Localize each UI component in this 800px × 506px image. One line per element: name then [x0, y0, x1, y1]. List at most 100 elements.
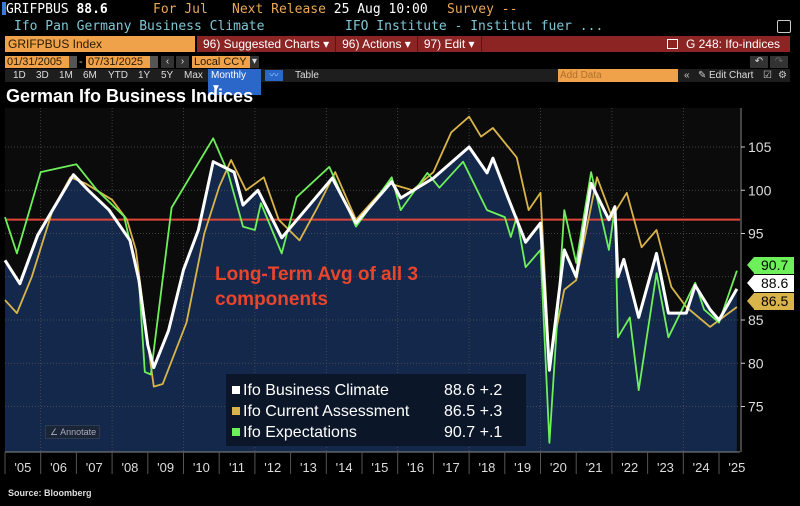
long-term-avg-annotation: Long-Term Avg of all 3 components: [215, 264, 419, 310]
security-input[interactable]: GRIFPBUS Index: [5, 36, 195, 52]
period-5y[interactable]: 5Y: [161, 70, 174, 81]
prev-period-button[interactable]: ‹: [161, 56, 174, 68]
period-bar: 1D 3D 1M 6M YTD 1Y 5Y Max Monthly ▼ 〰 Ta…: [5, 69, 790, 95]
next-release-date: 25 Aug 10:00: [333, 2, 428, 17]
x-tick-label: '07: [86, 460, 103, 475]
x-tick-label: '11: [229, 460, 245, 475]
x-tick-label: '19: [514, 460, 531, 475]
actions-menu[interactable]: 96) Actions ▾: [336, 36, 418, 52]
legend-swatch: [232, 407, 240, 415]
y-tick-label: 80: [748, 355, 764, 371]
function-bar: 96) Suggested Charts ▾ 96) Actions ▾ 97)…: [197, 36, 790, 52]
redo-icon[interactable]: ↷: [770, 56, 788, 68]
add-data-input[interactable]: Add Data: [558, 69, 678, 82]
period-3d[interactable]: 3D: [36, 70, 49, 81]
y-tick-label: 75: [748, 399, 764, 415]
series-line-ifo-current-assessment: [4, 115, 738, 388]
end-calendar-icon[interactable]: [150, 56, 158, 68]
currency-select[interactable]: Local CCY: [192, 56, 250, 68]
x-tick-label: '10: [193, 460, 210, 475]
currency-dropdown-icon[interactable]: ▾: [250, 56, 259, 68]
x-tick-label: '09: [157, 460, 174, 475]
legend-value: 90.7 +.1: [444, 424, 503, 441]
expand-window-icon[interactable]: [777, 20, 791, 33]
legend-label: Ifo Business Climate: [243, 382, 389, 399]
x-tick-label: '21: [586, 460, 603, 475]
next-period-button[interactable]: ›: [176, 56, 189, 68]
next-release-label: Next Release: [232, 2, 326, 17]
legend-label: Ifo Expectations: [243, 424, 357, 441]
ticker: GRIFPBUS: [6, 2, 69, 17]
legend-value: 88.6 +.2: [444, 382, 503, 399]
start-calendar-icon[interactable]: [69, 56, 77, 68]
settings-gear-icon[interactable]: ⚙: [778, 70, 787, 81]
annotate-button[interactable]: ∠ Annotate: [45, 425, 100, 439]
period-ytd[interactable]: YTD: [108, 70, 128, 81]
series-line-ifo-business-climate: [3, 145, 739, 372]
line-chart-icon[interactable]: 〰: [265, 70, 283, 81]
period-1d[interactable]: 1D: [13, 70, 26, 81]
period-6m[interactable]: 6M: [83, 70, 97, 81]
legend-item-current-assessment: Ifo Current Assessment 86.5 +.3: [232, 402, 522, 422]
cursor-marker: [2, 2, 6, 15]
chart-id: G 248: Ifo-indices: [685, 37, 780, 51]
annotate-pencil-icon: ∠: [50, 427, 59, 437]
survey: Survey --: [447, 2, 518, 17]
chart-title: German Ifo Business Indices: [6, 86, 254, 106]
x-tick-label: '24: [693, 460, 710, 475]
last-value-tag-business-climate: 88.6: [747, 275, 794, 292]
suggested-charts-menu[interactable]: 96) Suggested Charts ▾: [197, 36, 337, 52]
pencil-icon: ✎: [698, 70, 707, 81]
legend-item-business-climate: Ifo Business Climate 88.6 +.2: [232, 381, 522, 401]
x-tick-label: '17: [443, 460, 460, 475]
y-tick-label: 100: [748, 182, 772, 198]
y-tick-label: 85: [748, 312, 764, 328]
x-tick-label: '23: [657, 460, 674, 475]
x-tick-label: '13: [300, 460, 317, 475]
edit-menu[interactable]: 97) Edit ▾: [418, 36, 482, 52]
legend: Ifo Business Climate 88.6 +.2 Ifo Current…: [226, 374, 526, 446]
legend-item-expectations: Ifo Expectations 90.7 +.1: [232, 423, 522, 443]
x-tick-label: '08: [121, 460, 138, 475]
period: For Jul: [153, 2, 208, 17]
edit-chart-button[interactable]: Edit Chart: [709, 70, 754, 81]
x-tick-label: '14: [336, 460, 353, 475]
legend-swatch: [232, 386, 240, 394]
date-separator: -: [79, 56, 83, 68]
table-toggle[interactable]: Table: [295, 70, 319, 81]
collapse-icon[interactable]: «: [684, 70, 690, 81]
x-tick-label: '06: [50, 460, 67, 475]
x-tick-label: '20: [550, 460, 567, 475]
x-tick-label: '15: [371, 460, 388, 475]
x-tick-label: '16: [407, 460, 424, 475]
period-1y[interactable]: 1Y: [138, 70, 151, 81]
end-date-input[interactable]: 07/31/2025: [86, 56, 150, 68]
undo-icon[interactable]: ↶: [750, 56, 768, 68]
period-max[interactable]: Max: [184, 70, 203, 81]
frequency-select[interactable]: Monthly ▼: [208, 69, 261, 95]
y-tick-label: 105: [748, 139, 772, 155]
y-tick-label: 95: [748, 226, 764, 242]
annotate-label: Annotate: [60, 427, 97, 437]
x-tick-label: '22: [621, 460, 638, 475]
legend-label: Ifo Current Assessment: [243, 403, 410, 420]
next-release: Next Release 25 Aug 10:00: [232, 2, 428, 17]
source-note: Source: Bloomberg: [8, 488, 92, 498]
x-tick-label: '18: [478, 460, 495, 475]
last-value-tag-expectations: 90.7: [747, 257, 794, 274]
ticker-header: GRIFPBUS 88.6: [2, 2, 108, 17]
annotate-tool-icon[interactable]: ☑: [763, 70, 772, 81]
last-value-tag-current-assessment: 86.5: [747, 293, 794, 310]
series-line-ifo-expectations: [4, 137, 738, 444]
period-1m[interactable]: 1M: [59, 70, 73, 81]
external-link-icon[interactable]: [666, 39, 678, 49]
source-org: IFO Institute - Institut fuer ...: [345, 19, 604, 34]
legend-swatch: [232, 428, 240, 436]
legend-value: 86.5 +.3: [444, 403, 503, 420]
last-value: 88.6: [76, 2, 108, 17]
x-tick-label: '25: [728, 460, 745, 475]
x-tick-label: '12: [264, 460, 281, 475]
x-tick-label: '05: [14, 460, 31, 475]
security-description: Ifo Pan Germany Business Climate: [14, 19, 265, 34]
start-date-input[interactable]: 01/31/2005: [5, 56, 69, 68]
